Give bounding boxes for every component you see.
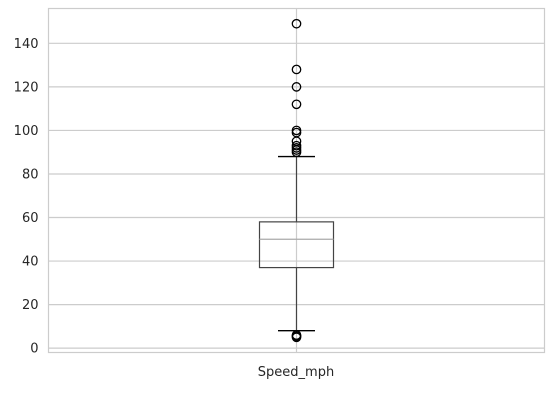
y-tick-label: 80: [22, 167, 39, 182]
outlier-points: [291, 18, 302, 343]
y-tick-label: 20: [22, 298, 39, 313]
y-tick-label: 100: [14, 124, 39, 139]
y-tick-label: 40: [22, 255, 39, 270]
outlier-point: [291, 140, 302, 151]
box-group: [258, 155, 335, 332]
outlier-point: [291, 330, 302, 340]
y-tick-label: 0: [30, 342, 38, 357]
outlier-point: [291, 18, 302, 29]
plot-frame: [47, 7, 546, 354]
outlier-point: [291, 99, 302, 110]
y-tick-label: 60: [22, 211, 39, 226]
y-tick-label: 120: [14, 80, 39, 95]
y-tick-labels: 0 20 40 60 80 100 120 140: [14, 37, 39, 357]
y-tick-label: 140: [14, 37, 39, 52]
outlier-point: [291, 64, 302, 75]
iqr-box: [258, 221, 335, 269]
x-tick-label: Speed_mph: [258, 365, 334, 380]
outlier-point: [291, 125, 302, 136]
outlier-point: [291, 82, 302, 92]
